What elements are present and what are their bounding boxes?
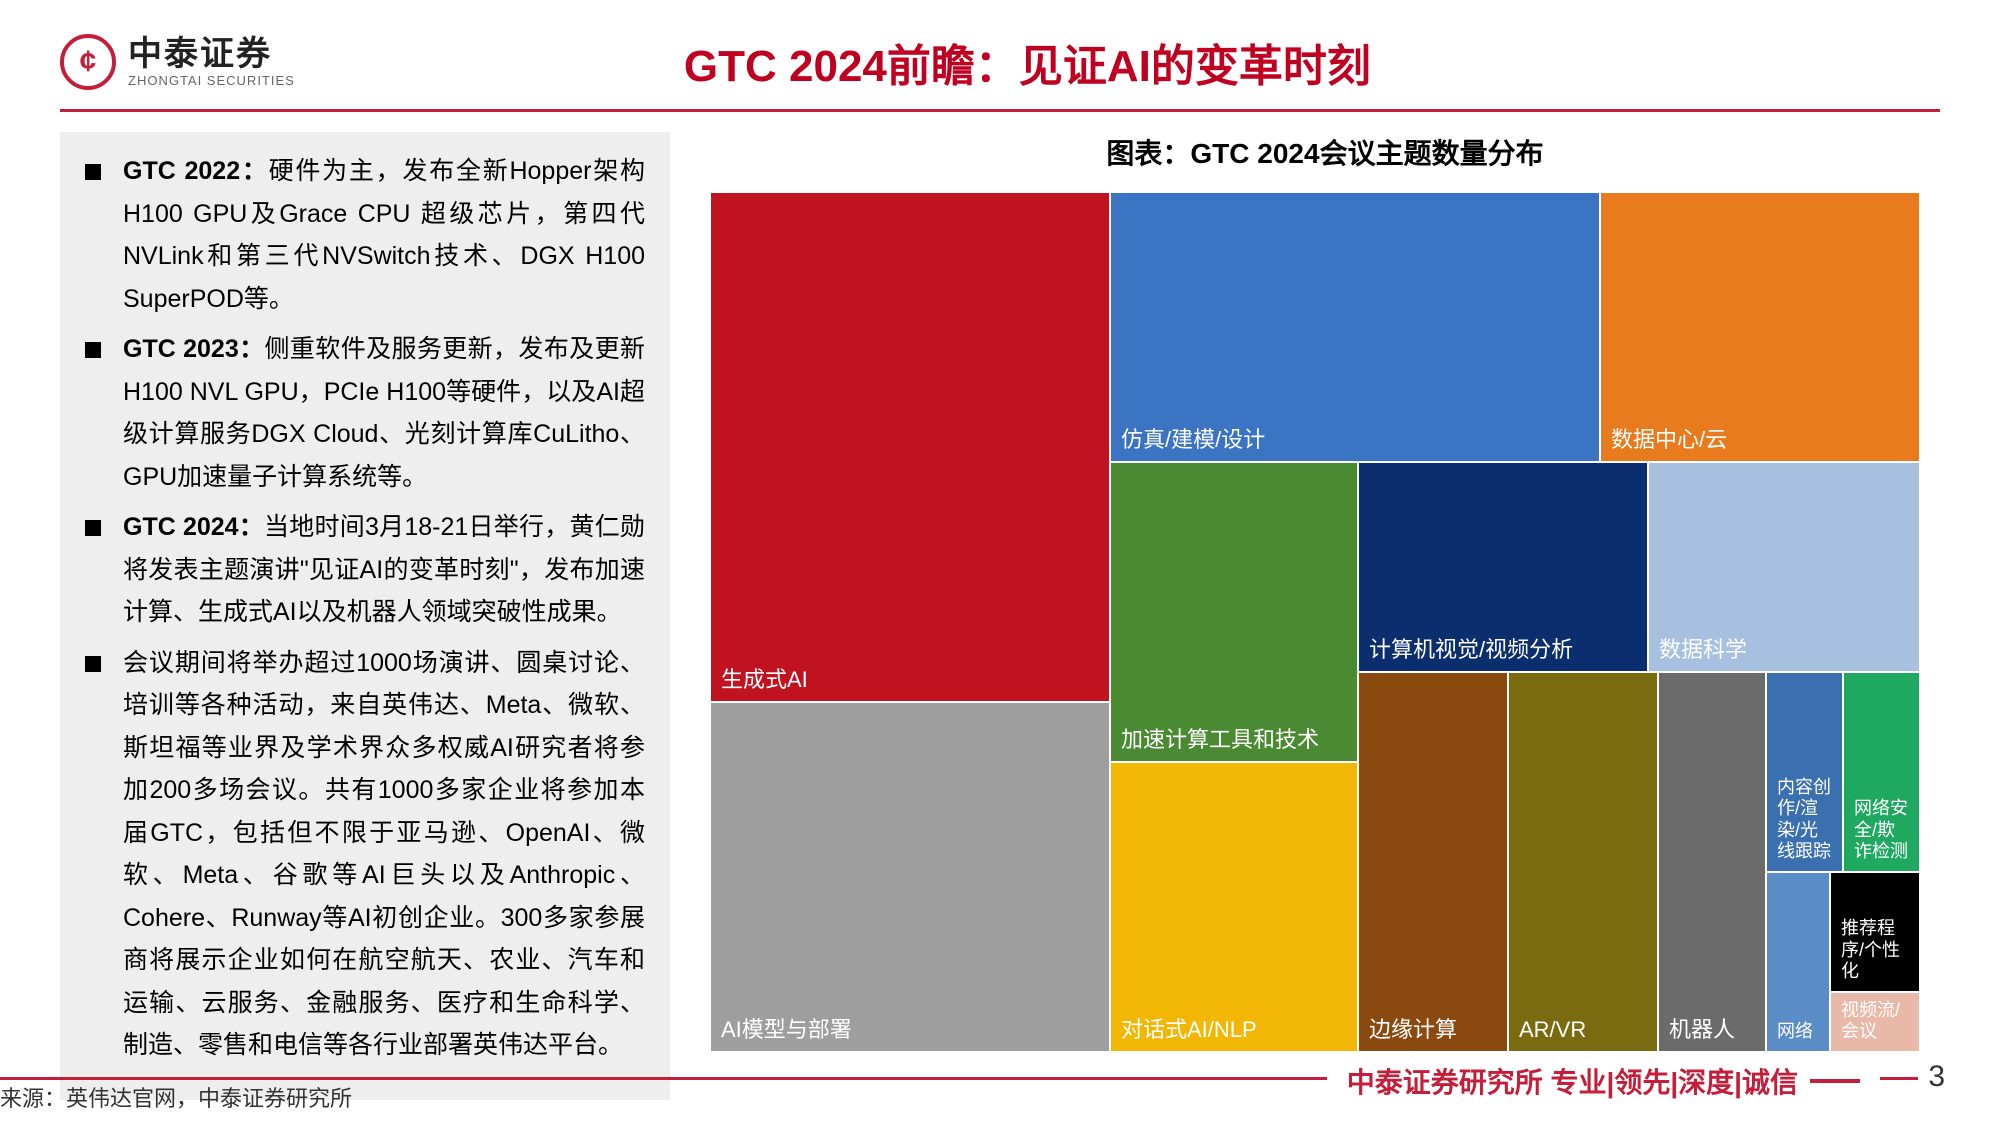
bullet-text: GTC 2022：硬件为主，发布全新Hopper架构H100 GPU及Grace…: [123, 150, 645, 320]
footer-dash-icon: [1810, 1079, 1860, 1083]
logo-en-text: ZHONGTAI SECURITIES: [128, 74, 295, 88]
logo-icon: ¢: [60, 34, 116, 90]
treemap-tile: 计算机视觉/视频分析: [1358, 462, 1648, 672]
bullet-item: GTC 2024：当地时间3月18-21日举行，黄仁勋将发表主题演讲"见证AI的…: [85, 506, 645, 634]
chart-title: 图表：GTC 2024会议主题数量分布: [710, 132, 1940, 172]
treemap-tile: 加速计算工具和技术: [1110, 462, 1358, 762]
square-bullet-icon: [85, 342, 101, 358]
bullet-item: GTC 2023：侧重软件及服务更新，发布及更新H100 NVL GPU，PCI…: [85, 328, 645, 498]
slide-content: GTC 2022：硬件为主，发布全新Hopper架构H100 GPU及Grace…: [0, 132, 2000, 1100]
treemap-chart: 生成式AIAI模型与部署仿真/建模/设计数据中心/云加速计算工具和技术对话式AI…: [710, 192, 1920, 1052]
title-underline: [60, 109, 1940, 112]
treemap-tile: 网络: [1766, 872, 1830, 1052]
company-logo: ¢ 中泰证券 ZHONGTAI SECURITIES: [60, 34, 295, 90]
logo-cn-text: 中泰证券: [128, 36, 295, 73]
treemap-tile: 对话式AI/NLP: [1110, 762, 1358, 1052]
treemap-tile: 网络安全/欺诈检测: [1843, 672, 1920, 872]
treemap-tile: 内容创作/渲染/光线跟踪: [1766, 672, 1843, 872]
bullet-text: GTC 2024：当地时间3月18-21日举行，黄仁勋将发表主题演讲"见证AI的…: [123, 506, 645, 634]
treemap-tile: 推荐程序/个性化: [1830, 872, 1920, 992]
square-bullet-icon: [85, 164, 101, 180]
treemap-tile: 视频流/会议: [1830, 992, 1920, 1052]
page-number: 3: [1918, 1060, 1955, 1094]
bullet-text: GTC 2023：侧重软件及服务更新，发布及更新H100 NVL GPU，PCI…: [123, 328, 645, 498]
square-bullet-icon: [85, 656, 101, 672]
slide-title: GTC 2024前瞻：见证AI的变革时刻: [295, 30, 1940, 94]
slide-header: ¢ 中泰证券 ZHONGTAI SECURITIES GTC 2024前瞻：见证…: [0, 0, 2000, 109]
footer-brand-text: 中泰证券研究所 专业|领先|深度|诚信: [1347, 1061, 1798, 1101]
bullet-text: 会议期间将举办超过1000场演讲、圆桌讨论、培训等各种活动，来自英伟达、Meta…: [123, 642, 645, 1067]
treemap-tile: 生成式AI: [710, 192, 1110, 702]
text-panel: GTC 2022：硬件为主，发布全新Hopper架构H100 GPU及Grace…: [60, 132, 670, 1100]
treemap-tile: AR/VR: [1508, 672, 1658, 1052]
treemap-tile: 数据科学: [1648, 462, 1920, 672]
bullet-item: 会议期间将举办超过1000场演讲、圆桌讨论、培训等各种活动，来自英伟达、Meta…: [85, 642, 645, 1067]
chart-panel: 图表：GTC 2024会议主题数量分布 生成式AIAI模型与部署仿真/建模/设计…: [710, 132, 1940, 1100]
slide-footer: 来源：英伟达官网，中泰证券研究所 中泰证券研究所 专业|领先|深度|诚信 3: [0, 1065, 2000, 1125]
bullet-item: GTC 2022：硬件为主，发布全新Hopper架构H100 GPU及Grace…: [85, 150, 645, 320]
treemap-tile: AI模型与部署: [710, 702, 1110, 1052]
treemap-tile: 机器人: [1658, 672, 1766, 1052]
footer-brand: 中泰证券研究所 专业|领先|深度|诚信: [1327, 1061, 1880, 1101]
bullet-list: GTC 2022：硬件为主，发布全新Hopper架构H100 GPU及Grace…: [85, 150, 645, 1067]
treemap-tile: 边缘计算: [1358, 672, 1508, 1052]
square-bullet-icon: [85, 520, 101, 536]
treemap-tile: 数据中心/云: [1600, 192, 1920, 462]
footer-source: 来源：英伟达官网，中泰证券研究所: [0, 1081, 352, 1113]
treemap-tile: 仿真/建模/设计: [1110, 192, 1600, 462]
